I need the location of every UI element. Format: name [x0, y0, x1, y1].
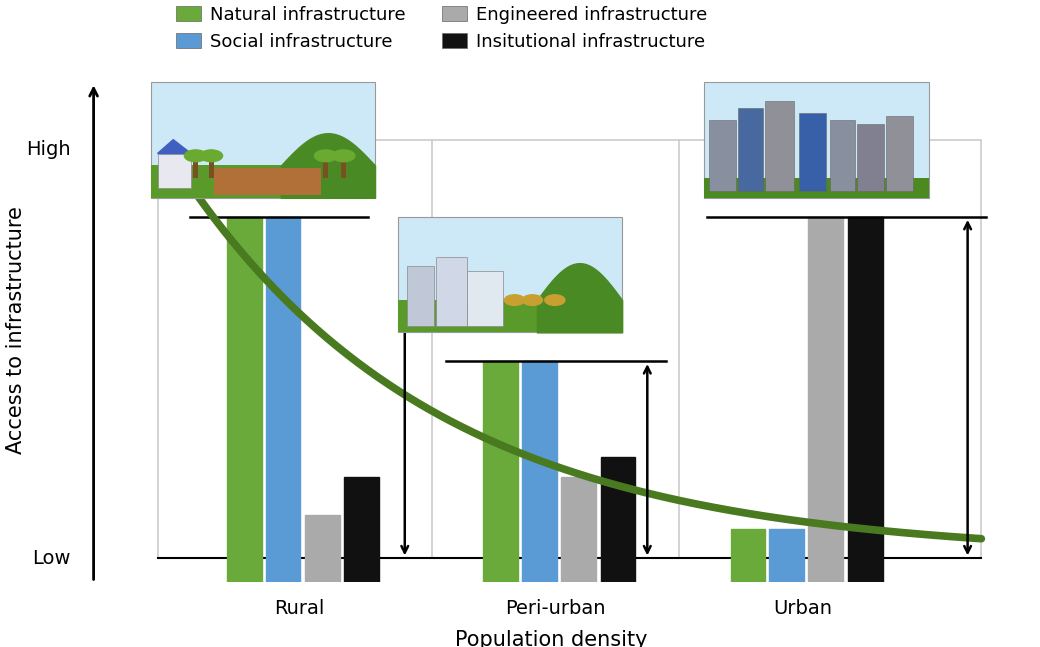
Bar: [265, 217, 301, 582]
Bar: [769, 529, 804, 582]
Bar: [436, 257, 467, 326]
Bar: [341, 159, 346, 179]
Circle shape: [522, 295, 543, 305]
Bar: [467, 270, 503, 326]
Circle shape: [545, 295, 565, 305]
Circle shape: [314, 150, 337, 162]
Bar: [704, 179, 929, 198]
Bar: [730, 529, 765, 582]
Polygon shape: [157, 140, 191, 153]
Bar: [522, 361, 556, 582]
Bar: [209, 159, 214, 179]
Circle shape: [184, 150, 207, 162]
Bar: [738, 108, 762, 192]
Bar: [227, 217, 262, 582]
Bar: [562, 477, 596, 582]
Text: Urban: Urban: [774, 599, 832, 618]
Bar: [857, 124, 884, 192]
Text: Low: Low: [32, 549, 71, 568]
Bar: [407, 266, 434, 326]
Circle shape: [504, 295, 524, 305]
Bar: [157, 153, 191, 188]
Bar: [830, 120, 855, 192]
Bar: [601, 457, 635, 582]
Text: Access to infrastructure: Access to infrastructure: [6, 206, 26, 454]
Bar: [799, 113, 826, 192]
Text: Population density: Population density: [454, 630, 648, 647]
Bar: [709, 120, 736, 192]
Text: High: High: [26, 140, 71, 159]
Bar: [344, 477, 380, 582]
Bar: [305, 515, 340, 582]
Bar: [848, 217, 883, 582]
Bar: [323, 159, 329, 179]
Circle shape: [200, 150, 223, 162]
Bar: [808, 217, 843, 582]
Bar: [704, 82, 929, 198]
Bar: [765, 102, 795, 192]
Bar: [398, 300, 622, 333]
Bar: [213, 168, 321, 195]
Bar: [484, 361, 518, 582]
Circle shape: [333, 150, 355, 162]
Bar: [192, 159, 199, 179]
Bar: [398, 217, 622, 333]
Text: Peri-urban: Peri-urban: [505, 599, 606, 618]
Bar: [158, 140, 982, 558]
Legend: Natural infrastructure, Social infrastructure, Engineered infrastructure, Insitu: Natural infrastructure, Social infrastru…: [176, 6, 707, 51]
Bar: [151, 82, 375, 198]
Text: Rural: Rural: [275, 599, 324, 618]
Bar: [151, 166, 375, 198]
Bar: [886, 116, 913, 192]
